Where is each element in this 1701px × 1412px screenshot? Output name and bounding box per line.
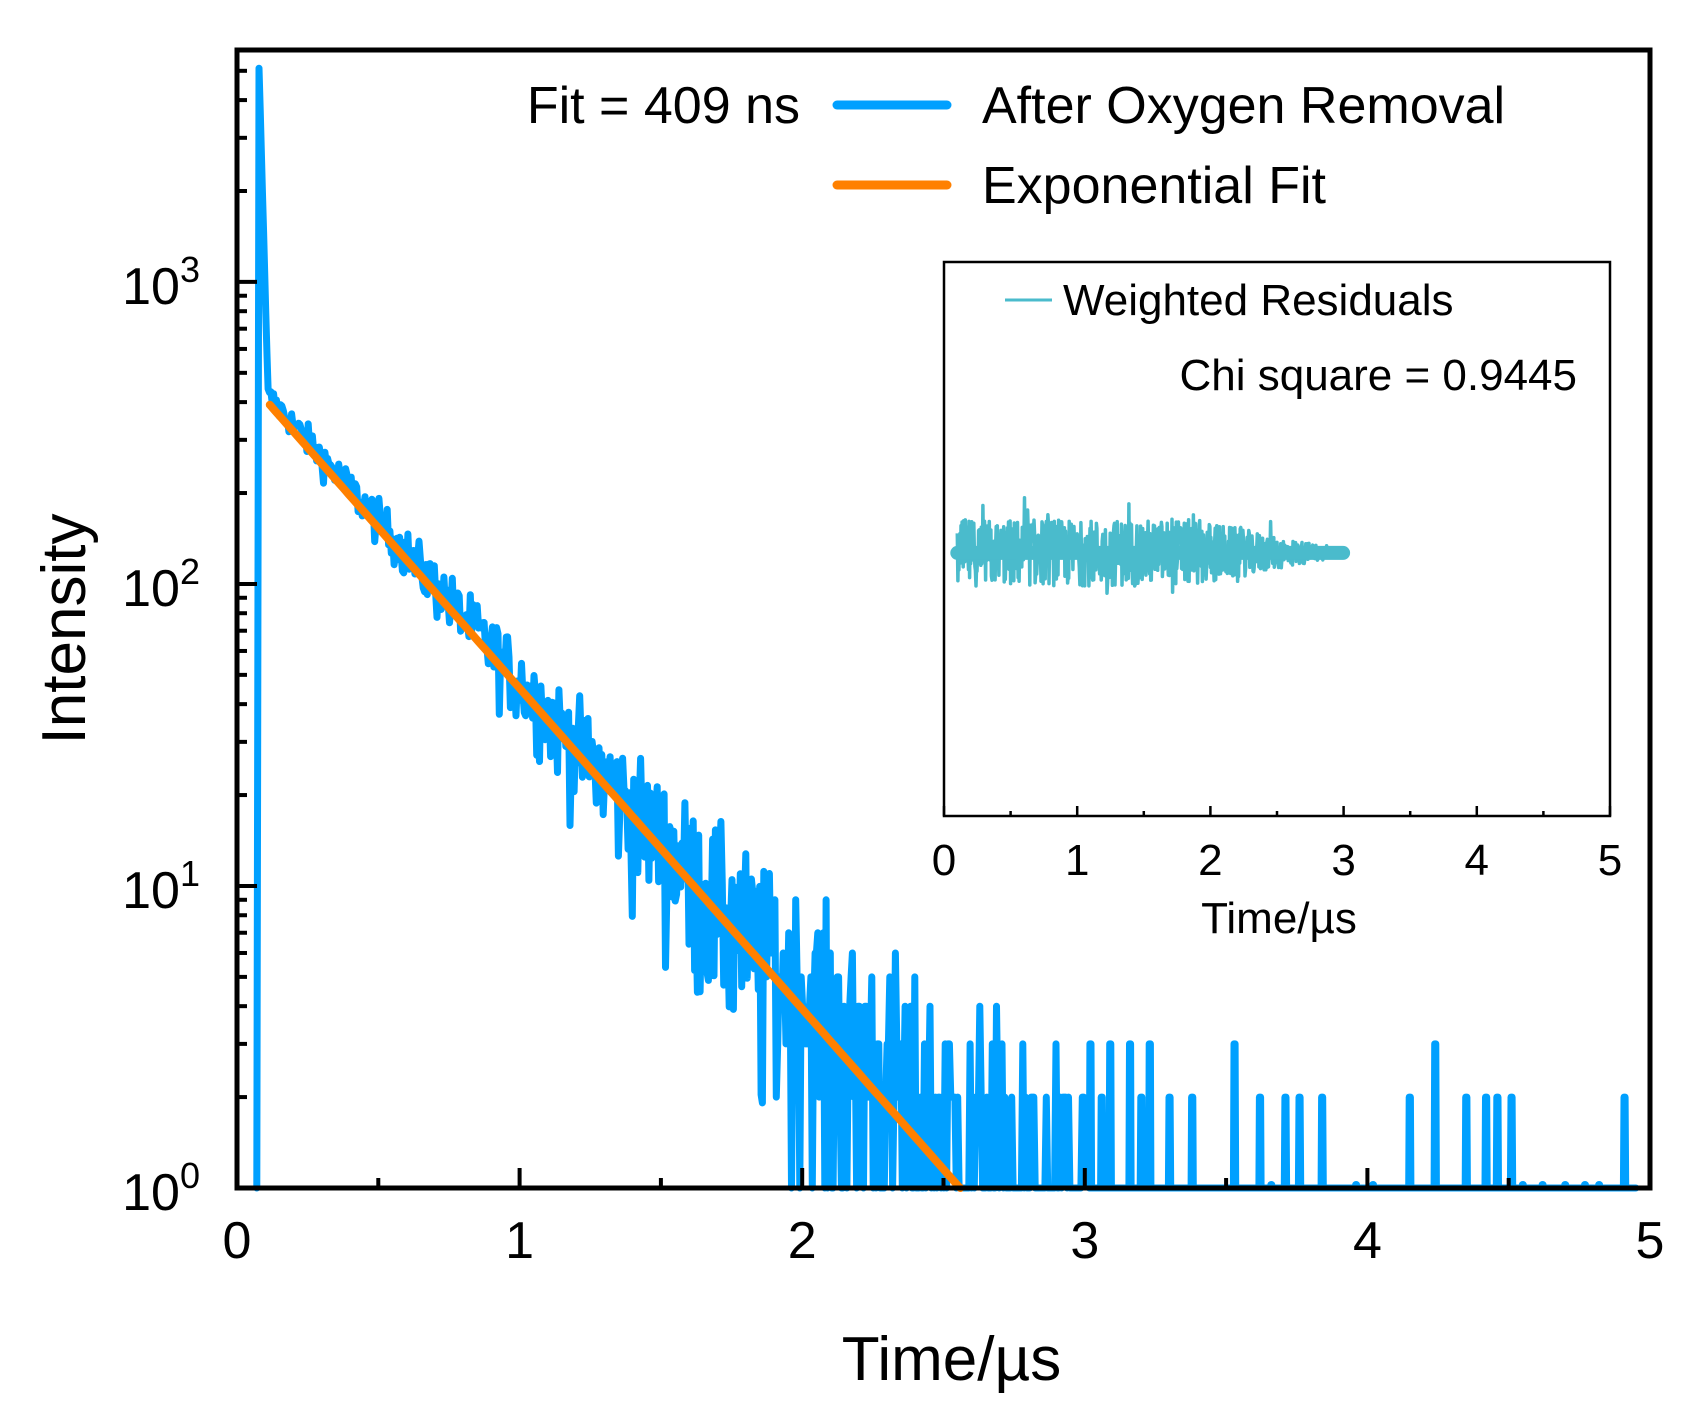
x-tick-label: 2 — [788, 1212, 817, 1270]
x-axis-title: Time/µs — [842, 1325, 1061, 1394]
x-tick-label: 4 — [1353, 1212, 1382, 1270]
y-tick-label: 103 — [122, 249, 200, 316]
y-tick-label: 101 — [122, 853, 200, 920]
series-exponential-fit — [265, 400, 965, 1192]
inset-data-layer — [950, 496, 1351, 595]
x-tick-label: 5 — [1636, 1212, 1665, 1270]
x-tick-label: 1 — [505, 1212, 534, 1270]
inset-plot-frame — [942, 260, 1612, 818]
inset-x-tick-label: 5 — [1598, 836, 1622, 885]
inset-plot-area: 0 1 2 3 4 5 Time/µs Weighted Residuals Chi sq… — [932, 260, 1622, 943]
y-axis-title: Intensity — [30, 514, 99, 745]
legend-label-exponential-fit: Exponential Fit — [982, 157, 1327, 215]
inset-x-tick-label: 3 — [1331, 836, 1355, 885]
legend-label-weighted-residuals: Weighted Residuals — [1063, 276, 1454, 325]
inset-x-axis-title: Time/µs — [1201, 894, 1357, 943]
y-tick-label: 102 — [122, 551, 200, 618]
inset-x-tick-label: 0 — [932, 836, 956, 885]
y-tick-label: 100 — [122, 1155, 200, 1222]
chi-square-annotation: Chi square = 0.9445 — [1179, 351, 1577, 400]
main-legend: Fit = 409 ns After Oxygen Removal Expone… — [527, 77, 1505, 215]
inset-x-tick-label: 2 — [1198, 836, 1222, 885]
x-tick-label: 0 — [223, 1212, 252, 1270]
inset-x-tick-label: 4 — [1465, 836, 1489, 885]
x-tick-label: 3 — [1070, 1212, 1099, 1270]
main-x-tick-labels: 0 1 2 3 4 5 — [223, 1212, 1665, 1270]
inset-x-tick-label: 1 — [1065, 836, 1089, 885]
inset-x-tick-labels: 0 1 2 3 4 5 — [932, 836, 1622, 885]
legend-label-after-oxygen-removal: After Oxygen Removal — [982, 77, 1505, 135]
main-y-tick-labels: 100 101 102 103 — [122, 249, 200, 1222]
main-plot-frame — [234, 47, 1653, 1191]
fit-lifetime-annotation: Fit = 409 ns — [527, 77, 800, 135]
series-weighted-residuals — [955, 496, 1345, 595]
